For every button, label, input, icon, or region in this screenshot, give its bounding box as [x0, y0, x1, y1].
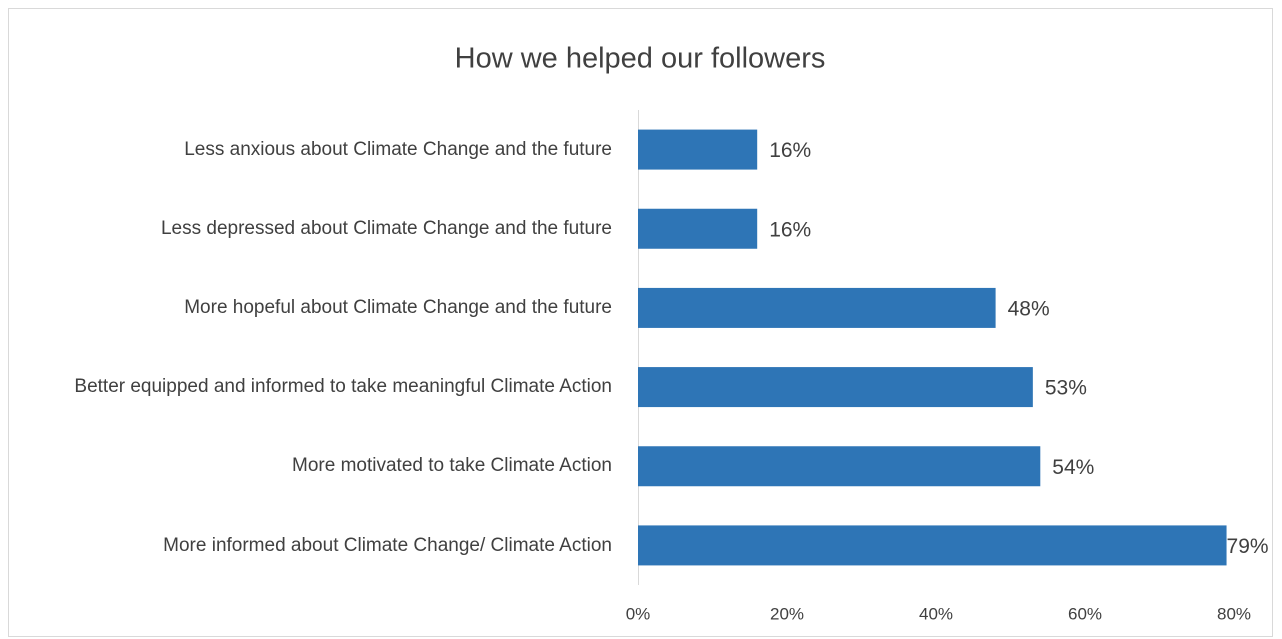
- x-tick-label: 0%: [626, 604, 651, 623]
- category-label: Less depressed about Climate Change and …: [160, 217, 612, 239]
- category-label-box: Less anxious about Climate Change and th…: [184, 138, 612, 160]
- bar: [638, 208, 758, 249]
- value-label: 48%: [1008, 297, 1050, 320]
- bar: [638, 367, 1033, 408]
- category-label-box: More motivated to take Climate Action: [292, 455, 612, 477]
- category-label-box: Better equipped and informed to take mea…: [74, 376, 612, 398]
- bar: [638, 287, 996, 328]
- category-label: Less anxious about Climate Change and th…: [184, 138, 612, 160]
- chart-title: How we helped our followers: [455, 43, 826, 75]
- bar: [638, 525, 1227, 566]
- value-label: 53%: [1045, 377, 1087, 400]
- value-label: 54%: [1052, 456, 1094, 479]
- category-label: More hopeful about Climate Change and th…: [184, 297, 612, 319]
- x-tick-label: 60%: [1068, 604, 1102, 623]
- category-label-box: Less depressed about Climate Change and …: [160, 217, 612, 239]
- bar: [638, 129, 758, 170]
- category-label: Better equipped and informed to take mea…: [74, 376, 612, 398]
- x-tick-label: 80%: [1217, 604, 1251, 623]
- value-label: 16%: [769, 139, 811, 162]
- bar: [638, 446, 1041, 487]
- value-label: 79%: [1227, 535, 1269, 558]
- x-tick-label: 40%: [919, 604, 953, 623]
- value-label: 16%: [769, 218, 811, 241]
- category-label-box: More hopeful about Climate Change and th…: [184, 297, 612, 319]
- category-label: More motivated to take Climate Action: [292, 455, 612, 477]
- x-tick-label: 20%: [770, 604, 804, 623]
- category-label: More informed about Climate Change/ Clim…: [163, 534, 612, 556]
- category-label-box: More informed about Climate Change/ Clim…: [163, 534, 612, 556]
